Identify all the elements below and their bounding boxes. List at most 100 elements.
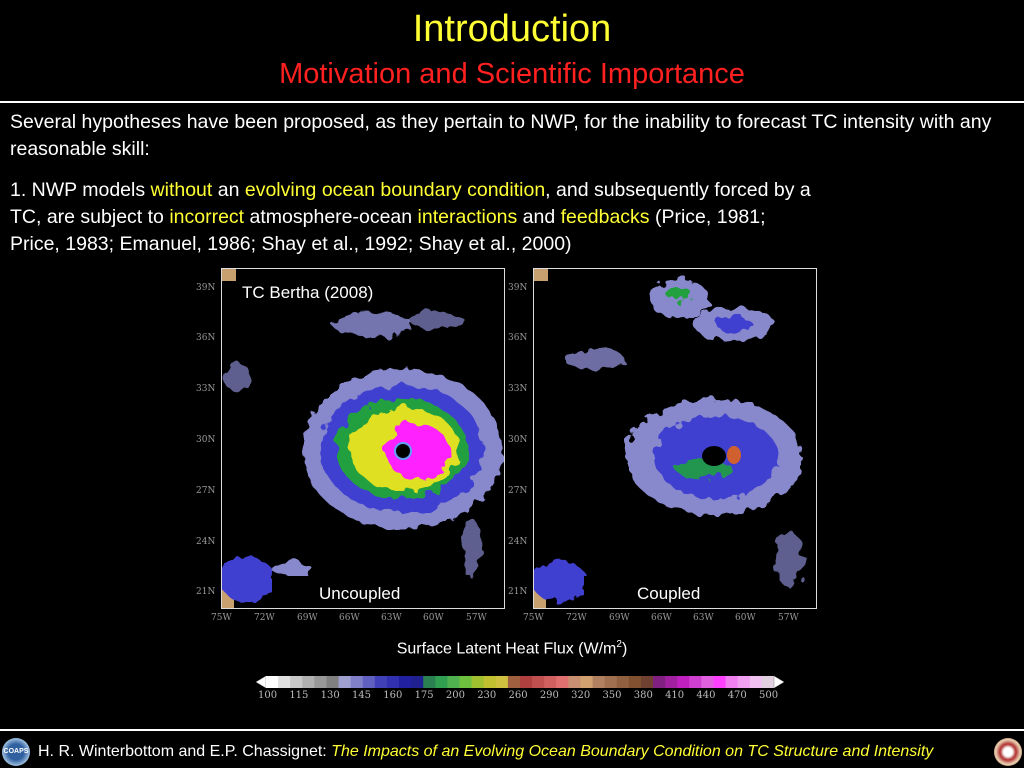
colorbar-cell <box>749 676 763 688</box>
colorbar-high-arrow <box>773 675 784 689</box>
colorbar-tick-label: 160 <box>383 690 403 701</box>
hypothesis-1: 1. NWP models without an evolving ocean … <box>10 177 1015 258</box>
colorbar-cell <box>483 676 497 688</box>
bottom-divider <box>0 729 1024 731</box>
h1-text: TC, are subject to <box>10 206 170 228</box>
lon-tick: 69W <box>297 613 318 623</box>
uncoupled-label: Uncoupled <box>319 584 401 603</box>
colorbar-cell <box>568 676 581 688</box>
h1-highlight-without: without <box>150 179 213 201</box>
colorbar-cell <box>447 676 461 688</box>
colorbar-tick-label: 500 <box>759 690 779 701</box>
lat-tick: 27N <box>508 486 528 496</box>
colorbar-tick-label: 230 <box>477 690 497 701</box>
lon-tick: 57W <box>466 613 487 623</box>
colorbar-cell <box>544 676 557 688</box>
lat-tick: 30N <box>508 435 528 445</box>
colorbar-cell <box>507 676 521 688</box>
lat-tick: 36N <box>508 333 528 343</box>
colorbar-cell <box>640 676 654 688</box>
lat-tick: 39N <box>508 283 528 293</box>
colorbar-cell <box>592 676 606 688</box>
colorbar-cell <box>386 676 400 688</box>
coupled-label: Coupled <box>637 584 701 603</box>
h1-highlight-incorrect: incorrect <box>169 206 245 228</box>
lon-tick: 66W <box>339 613 360 623</box>
lat-tick: 39N <box>196 283 216 293</box>
colorbar-cell <box>374 676 388 688</box>
colorbar-tick-label: 470 <box>727 690 747 701</box>
coaps-logo: COAPS <box>2 738 30 766</box>
h1-text: (Price, 1981; <box>649 206 766 228</box>
colorbar-cell <box>604 676 618 688</box>
lat-tick: 33N <box>508 384 528 394</box>
colorbar-cell <box>435 676 448 688</box>
label-backing <box>584 576 734 608</box>
colorbar-low-arrow <box>256 675 267 689</box>
lon-tick: 72W <box>254 613 275 623</box>
colorbar-cell <box>665 676 678 688</box>
h1-text: 1. NWP models <box>10 179 151 201</box>
lat-tick: 21N <box>508 587 528 597</box>
colorbar-cell <box>713 676 727 688</box>
colorbar-cell <box>725 676 739 688</box>
lon-tick: 75W <box>523 613 544 623</box>
slide-title: Introduction <box>412 8 612 50</box>
colorbar-cell <box>362 676 376 688</box>
colorbar-cell <box>411 676 424 688</box>
caption-text: Surface Latent Heat Flux (W/m <box>396 640 617 658</box>
colorbar-tick-label: 260 <box>508 690 528 701</box>
lon-tick: 69W <box>609 613 630 623</box>
lat-tick: 24N <box>196 537 216 547</box>
lat-tick: 24N <box>508 537 528 547</box>
colorbar-cell <box>399 676 412 688</box>
colorbar-cell <box>495 676 509 688</box>
lon-tick: 72W <box>566 613 587 623</box>
colorbar-cell <box>761 676 775 688</box>
coupled-map: Coupled <box>533 268 817 609</box>
uncoupled-map: TC Bertha (2008) Uncoupled <box>221 268 505 609</box>
colorbar-cell <box>556 676 569 688</box>
uncoupled-flux-field <box>222 269 502 608</box>
lat-tick: 36N <box>196 333 216 343</box>
lat-tick: 21N <box>196 587 216 597</box>
footer-citation: H. R. Winterbottom and E.P. Chassignet: … <box>38 743 933 761</box>
coupled-flux-field <box>534 269 803 608</box>
h1-citations: Price, 1983; Emanuel, 1986; Shay et al.,… <box>10 233 572 255</box>
colorbar-tick-label: 175 <box>414 690 434 701</box>
slide-subtitle: Motivation and Scientific Importance <box>279 58 745 90</box>
colorbar-cell <box>423 676 436 688</box>
colorbar-tick-label: 380 <box>633 690 653 701</box>
lat-tick: 33N <box>196 384 216 394</box>
colorbar-tick-label: 100 <box>258 690 278 701</box>
caption-superscript: 2 <box>616 639 622 650</box>
colorbar-cell <box>290 676 303 688</box>
lon-tick: 63W <box>381 613 402 623</box>
footer-talk-title: The Impacts of an Evolving Ocean Boundar… <box>331 743 934 760</box>
colorbar-caption: Surface Latent Heat Flux (W/m2) <box>0 639 1024 658</box>
footer-authors: H. R. Winterbottom and E.P. Chassignet: <box>38 743 332 760</box>
colorbar-cell <box>689 676 702 688</box>
lon-tick: 57W <box>778 613 799 623</box>
h1-text: atmosphere-ocean <box>244 206 418 228</box>
colorbar-cell <box>616 676 630 688</box>
colorbar-cell <box>532 676 545 688</box>
colorbar-cell <box>326 676 340 688</box>
top-divider <box>0 101 1024 103</box>
h1-text: an <box>212 179 245 201</box>
colorbar-cell <box>350 676 364 688</box>
lon-tick: 66W <box>651 613 672 623</box>
colorbar-cell <box>338 676 352 688</box>
h1-highlight-feedbacks: feedbacks <box>560 206 650 228</box>
colorbar <box>256 675 784 689</box>
colorbar-tick-label: 320 <box>571 690 591 701</box>
lat-tick: 27N <box>196 486 216 496</box>
lon-tick: 60W <box>735 613 756 623</box>
colorbar-cell <box>737 676 751 688</box>
colorbar-tick-label: 200 <box>445 690 465 701</box>
lon-tick: 60W <box>423 613 444 623</box>
caption-text-end: ) <box>621 640 628 658</box>
colorbar-cell <box>653 676 666 688</box>
colorbar-tick-label: 290 <box>539 690 559 701</box>
colorbar-tick-label: 130 <box>320 690 340 701</box>
